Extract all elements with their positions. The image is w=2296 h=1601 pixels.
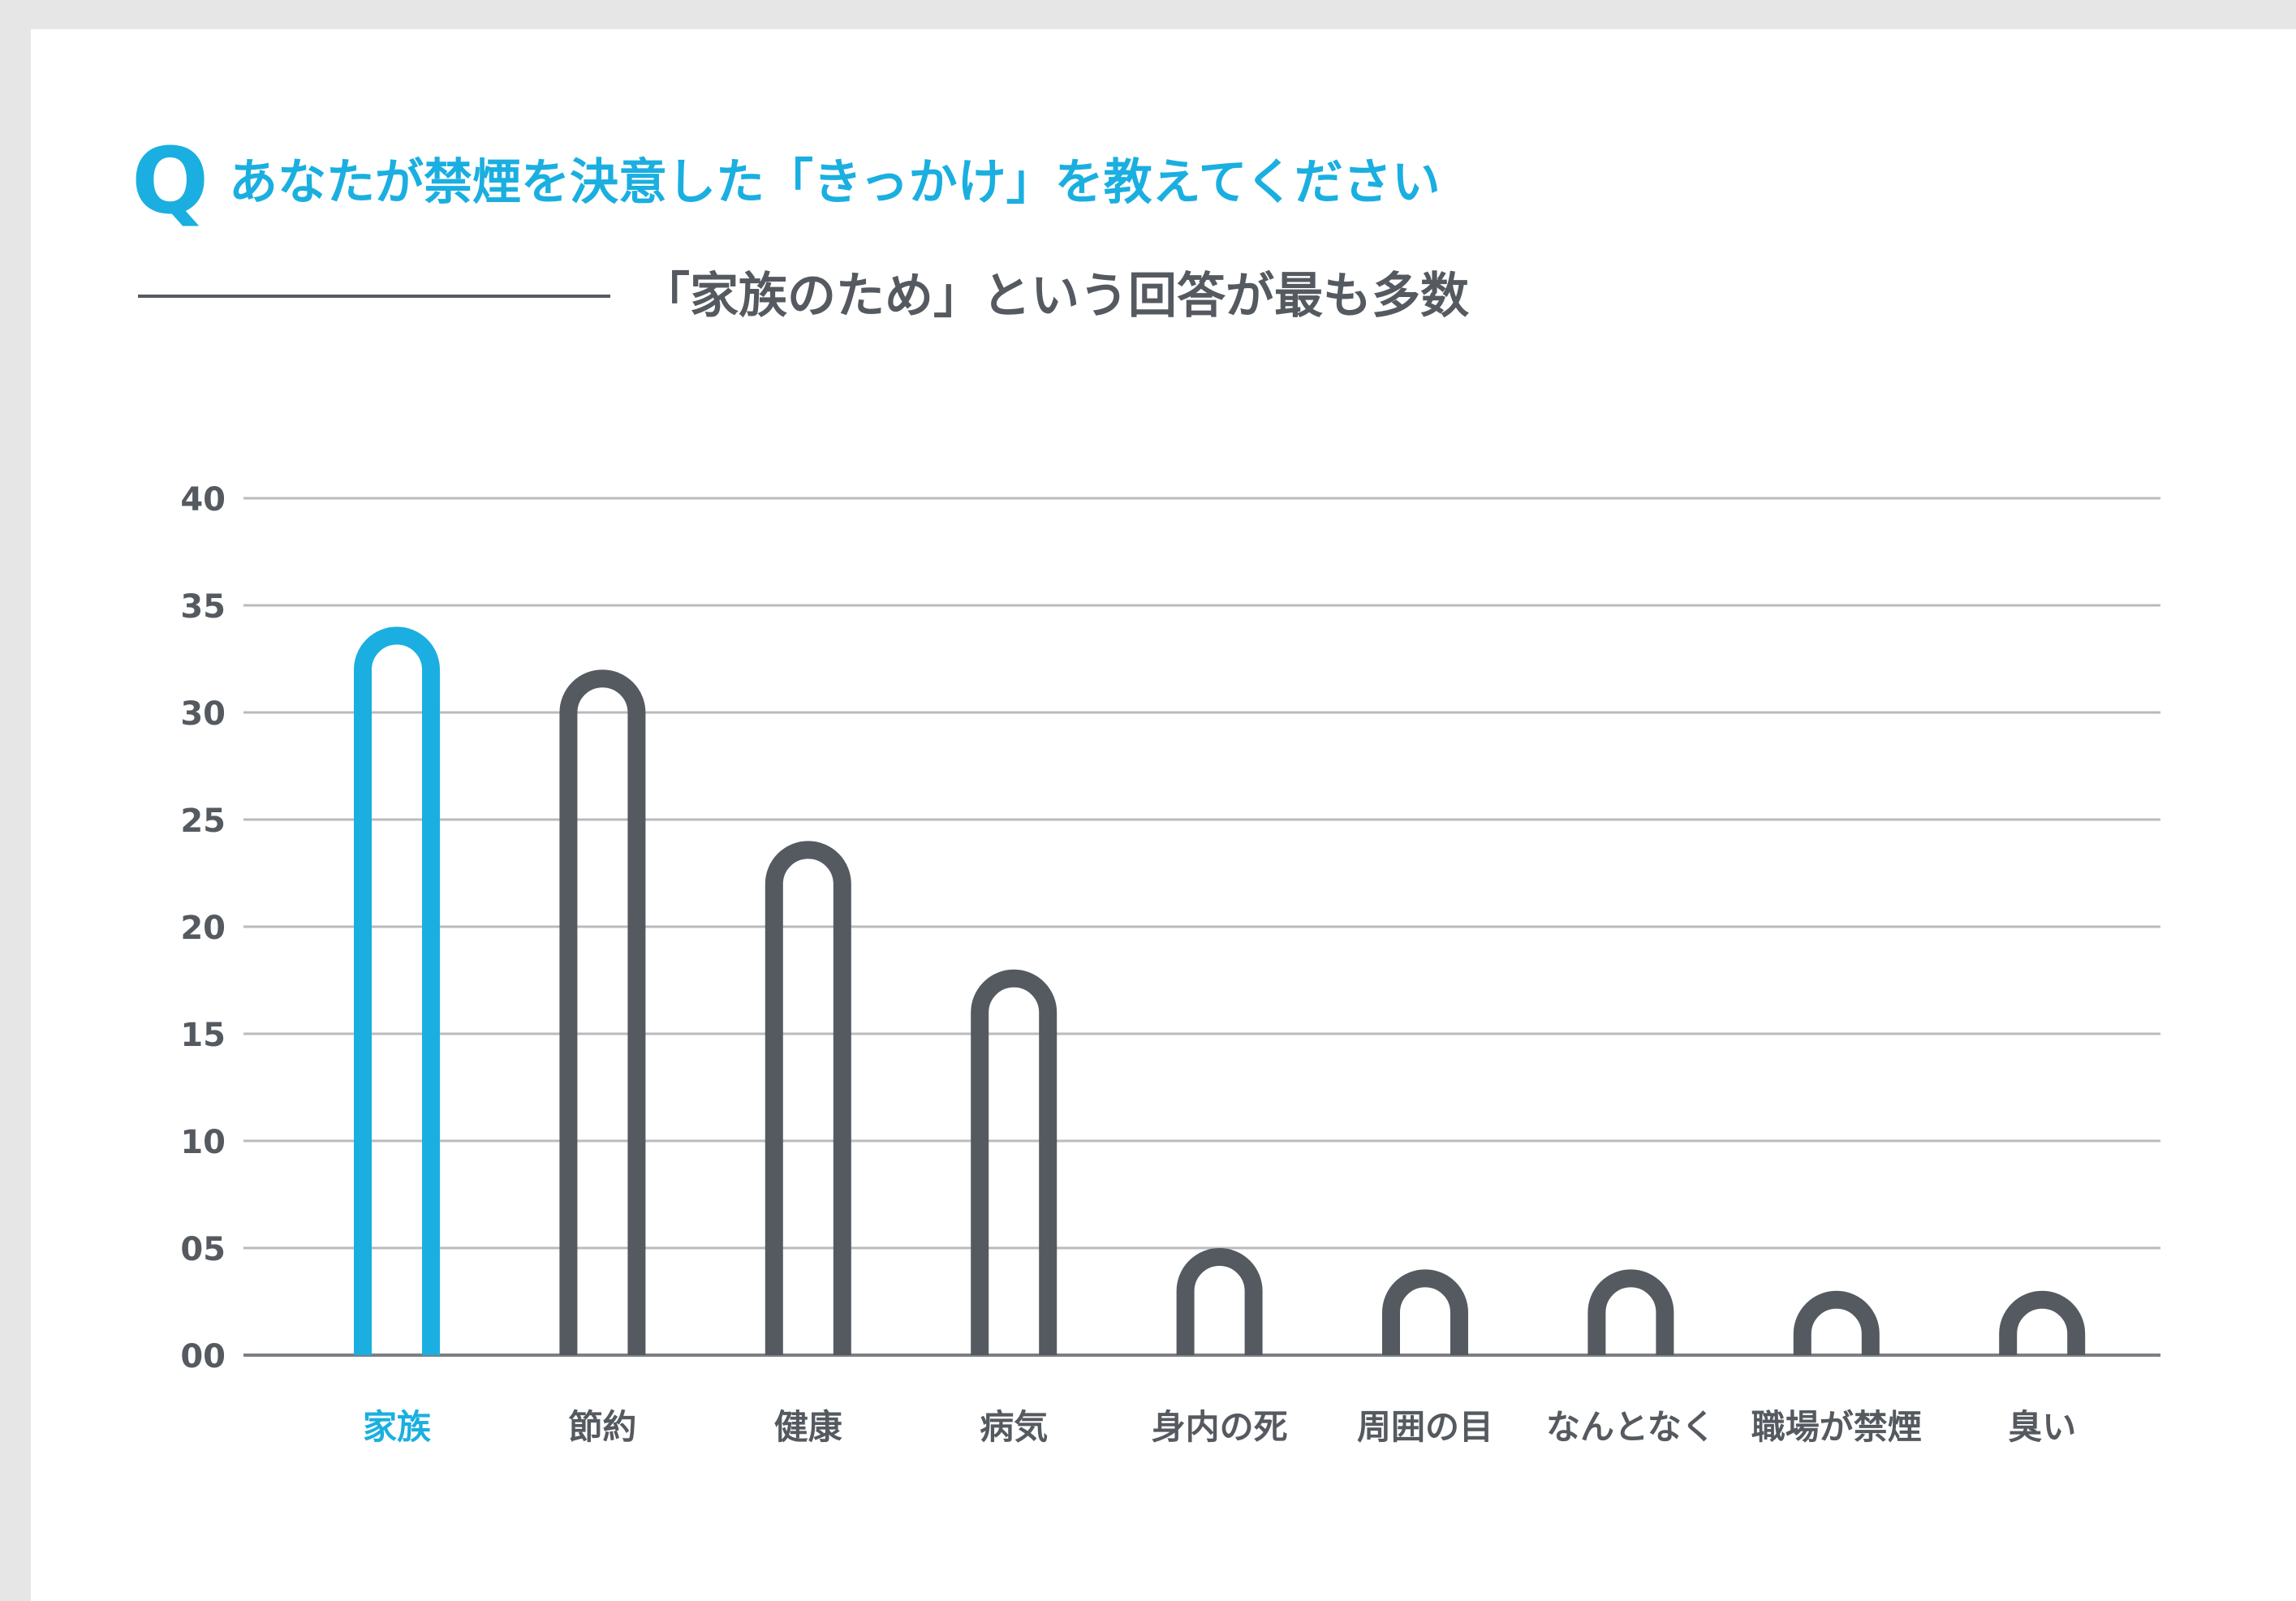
frame-top-border [0,0,2296,29]
bar [1587,1269,1674,1355]
x-category-label: 家族 [363,1407,431,1447]
y-tick-label: 40 [180,481,226,519]
bar [1176,1248,1263,1355]
y-tick-label: 30 [180,695,226,733]
x-category-label: 健康 [774,1407,842,1447]
x-category-label: 病気 [980,1407,1048,1447]
x-category-label: 節約 [568,1407,636,1447]
x-axis-categories: 家族 節約 健康 病気 身内の死 周囲の目 なんとなく 職場が禁煙 臭い [363,1407,2076,1447]
bars [354,626,2086,1355]
x-category-label: 身内の死 [1152,1407,1288,1447]
bar [971,969,1058,1355]
x-category-label: 臭い [2008,1407,2076,1447]
y-axis-ticks: 00 05 10 15 20 25 30 35 40 [180,481,226,1375]
y-tick-label: 20 [180,910,226,947]
bar [354,626,440,1355]
frame-left-border [0,0,31,1601]
bar [765,841,851,1355]
question-mark: Q [131,129,209,235]
y-tick-label: 05 [180,1231,226,1268]
y-tick-label: 00 [180,1338,226,1375]
y-tick-label: 15 [180,1017,226,1054]
chart-title: あなたが禁煙を決意した「きっかけ」を教えてください [229,154,1441,211]
x-category-label: 周囲の目 [1357,1407,1493,1447]
x-category-label: 職場が禁煙 [1751,1407,1922,1447]
y-tick-label: 35 [180,588,226,626]
y-tick-label: 25 [180,803,226,840]
grid-lines [243,497,2160,1357]
bar [1999,1290,2086,1355]
x-category-label: なんとなく [1546,1407,1716,1447]
y-tick-label: 10 [180,1124,226,1161]
chart-subtitle: 「家族のため」という回答が最も多数 [641,268,1469,325]
bar [559,669,646,1355]
bar [1793,1290,1880,1355]
bar [1382,1269,1468,1355]
